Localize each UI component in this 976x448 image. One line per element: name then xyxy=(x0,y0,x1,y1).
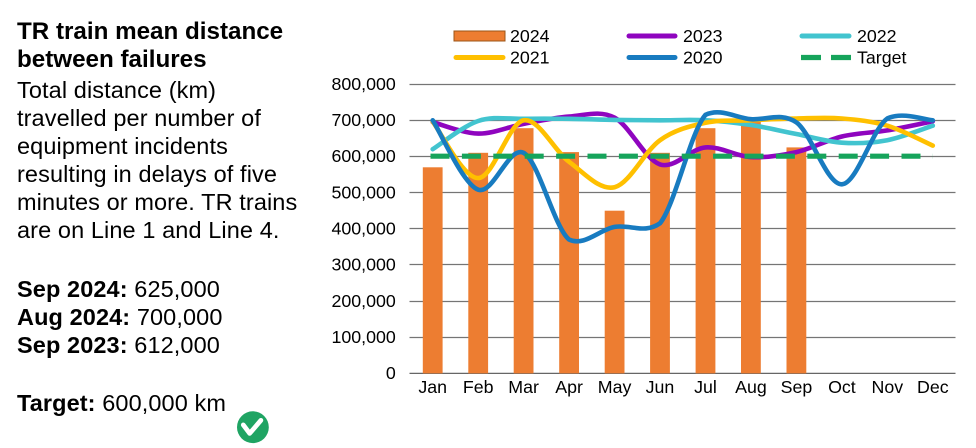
svg-text:0: 0 xyxy=(386,363,396,383)
svg-text:2023: 2023 xyxy=(683,26,723,46)
svg-text:200,000: 200,000 xyxy=(332,291,396,311)
svg-text:700,000: 700,000 xyxy=(332,110,396,130)
svg-text:Jan: Jan xyxy=(418,377,447,397)
svg-text:Jul: Jul xyxy=(694,377,717,397)
svg-text:Mar: Mar xyxy=(508,377,539,397)
svg-text:600,000: 600,000 xyxy=(332,146,396,166)
svg-text:Dec: Dec xyxy=(917,377,949,397)
svg-text:2021: 2021 xyxy=(510,48,550,68)
svg-text:100,000: 100,000 xyxy=(332,327,396,347)
svg-text:2020: 2020 xyxy=(683,48,723,68)
svg-text:2024: 2024 xyxy=(510,26,550,46)
svg-text:Oct: Oct xyxy=(828,377,856,397)
svg-text:500,000: 500,000 xyxy=(332,182,396,202)
svg-text:May: May xyxy=(598,377,632,397)
svg-text:2022: 2022 xyxy=(857,26,897,46)
svg-text:Apr: Apr xyxy=(555,377,583,397)
svg-text:Target: Target xyxy=(857,48,906,68)
svg-text:400,000: 400,000 xyxy=(332,219,396,239)
svg-text:Jun: Jun xyxy=(646,377,675,397)
svg-text:Feb: Feb xyxy=(463,377,494,397)
svg-text:300,000: 300,000 xyxy=(332,255,396,275)
svg-text:800,000: 800,000 xyxy=(332,74,396,94)
svg-text:Nov: Nov xyxy=(871,377,903,397)
svg-text:Sep: Sep xyxy=(781,377,813,397)
svg-text:Aug: Aug xyxy=(735,377,767,397)
